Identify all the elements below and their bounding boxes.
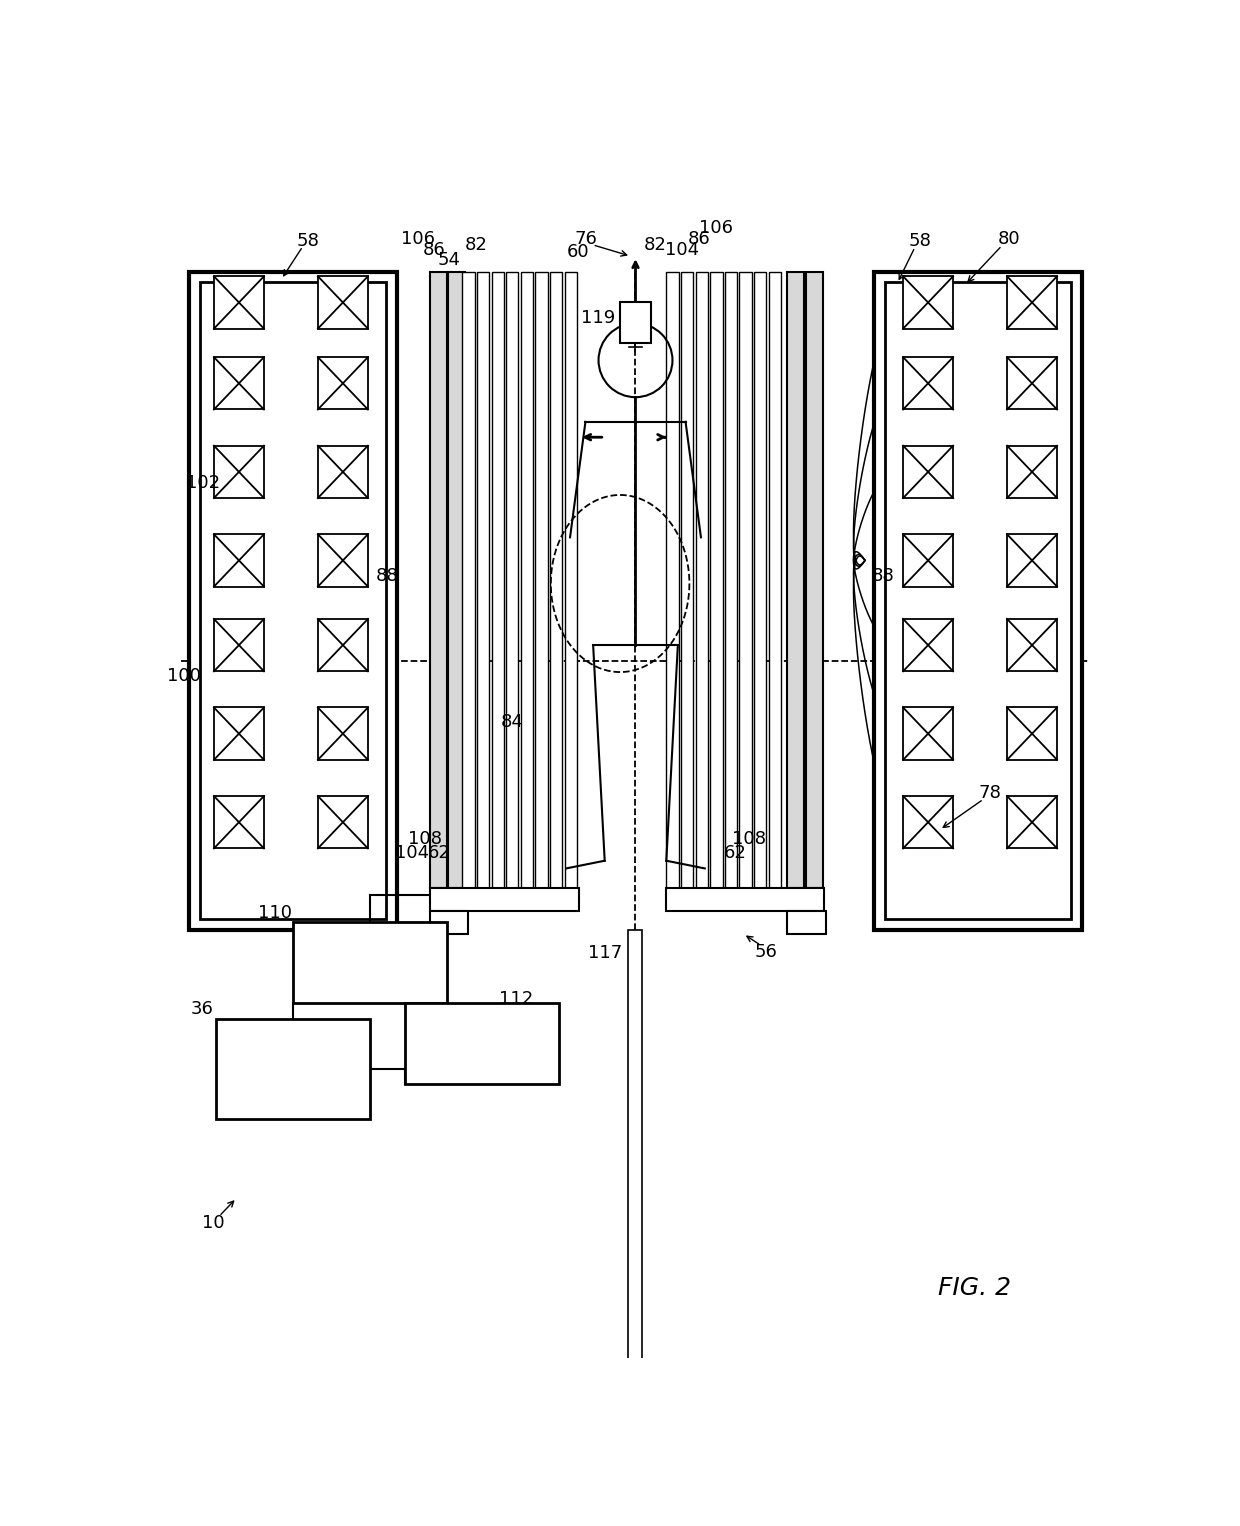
Text: 58: 58 [909, 232, 931, 250]
Text: 104: 104 [396, 844, 429, 862]
Bar [449, 272, 465, 888]
Text: 76: 76 [574, 230, 596, 249]
Bar [215, 357, 264, 409]
Bar [215, 534, 264, 586]
Text: Power supply: Power supply [408, 1033, 556, 1053]
Text: 62: 62 [724, 844, 746, 862]
Bar [696, 272, 708, 888]
Text: 60: 60 [567, 244, 589, 261]
Bar [806, 272, 822, 888]
Bar [293, 922, 446, 1003]
Bar [769, 272, 781, 888]
Bar [215, 446, 264, 497]
Text: 100: 100 [166, 667, 201, 685]
Bar [317, 446, 368, 497]
Bar [188, 272, 397, 929]
Bar [725, 272, 737, 888]
Bar [1007, 620, 1056, 671]
Bar [215, 276, 264, 328]
Text: 106: 106 [401, 229, 434, 247]
Bar [215, 620, 264, 671]
Bar [711, 272, 723, 888]
Text: 106: 106 [698, 218, 733, 237]
Bar [903, 620, 954, 671]
Bar [430, 272, 446, 888]
Text: 86: 86 [688, 229, 711, 247]
Bar [739, 272, 751, 888]
Text: 108: 108 [733, 830, 766, 848]
Bar [903, 797, 954, 848]
Bar [404, 1003, 558, 1083]
Bar [430, 888, 579, 911]
Bar [1007, 276, 1056, 328]
Text: 56: 56 [755, 943, 777, 960]
Bar [317, 357, 368, 409]
Text: 86: 86 [423, 241, 445, 259]
Text: 82: 82 [465, 235, 487, 253]
Text: 104: 104 [665, 241, 699, 259]
Bar [216, 1018, 370, 1119]
Text: 78: 78 [978, 784, 1001, 803]
Bar [506, 272, 518, 888]
Text: 36: 36 [191, 1000, 213, 1018]
Text: Computer: Computer [238, 1059, 348, 1079]
Text: 88: 88 [872, 566, 895, 584]
Bar [317, 620, 368, 671]
Text: 110: 110 [258, 903, 293, 922]
Bar [491, 272, 503, 888]
Bar [666, 888, 825, 911]
Bar [215, 708, 264, 760]
Bar [903, 446, 954, 497]
Bar [1007, 534, 1056, 586]
Text: 117: 117 [588, 945, 621, 961]
Bar [564, 272, 577, 888]
Bar [681, 272, 693, 888]
Text: 88: 88 [376, 566, 398, 584]
Text: 54: 54 [438, 252, 461, 269]
Bar [200, 282, 386, 919]
Text: 80: 80 [998, 230, 1021, 249]
Bar [1007, 446, 1056, 497]
Text: 62: 62 [428, 844, 450, 862]
Bar [521, 272, 533, 888]
Text: 58: 58 [296, 232, 320, 250]
Bar [317, 797, 368, 848]
Text: 119: 119 [582, 308, 616, 327]
Text: 10: 10 [202, 1213, 224, 1231]
Bar [1007, 357, 1056, 409]
Bar [317, 534, 368, 586]
Text: 108: 108 [408, 830, 443, 848]
Bar [620, 302, 651, 342]
Bar [666, 272, 678, 888]
Bar [430, 911, 469, 934]
Bar [551, 272, 563, 888]
Bar [1007, 797, 1056, 848]
Bar [477, 272, 490, 888]
Text: 84: 84 [501, 713, 523, 731]
Bar [903, 357, 954, 409]
Bar [1007, 708, 1056, 760]
Bar [874, 272, 1083, 929]
Bar [317, 708, 368, 760]
Bar [215, 797, 264, 848]
Bar [787, 911, 826, 934]
Text: Shim driver: Shim driver [305, 952, 434, 972]
Bar [903, 708, 954, 760]
Bar [754, 272, 766, 888]
Text: 112: 112 [498, 990, 533, 1009]
Bar [317, 276, 368, 328]
Bar [903, 276, 954, 328]
Text: 102: 102 [186, 475, 219, 493]
Bar [885, 282, 1071, 919]
Bar [903, 534, 954, 586]
Text: FIG. 2: FIG. 2 [937, 1276, 1011, 1300]
Bar [463, 272, 475, 888]
Text: 82: 82 [644, 235, 666, 253]
Bar [536, 272, 548, 888]
Bar [787, 272, 804, 888]
Bar [627, 929, 641, 1515]
